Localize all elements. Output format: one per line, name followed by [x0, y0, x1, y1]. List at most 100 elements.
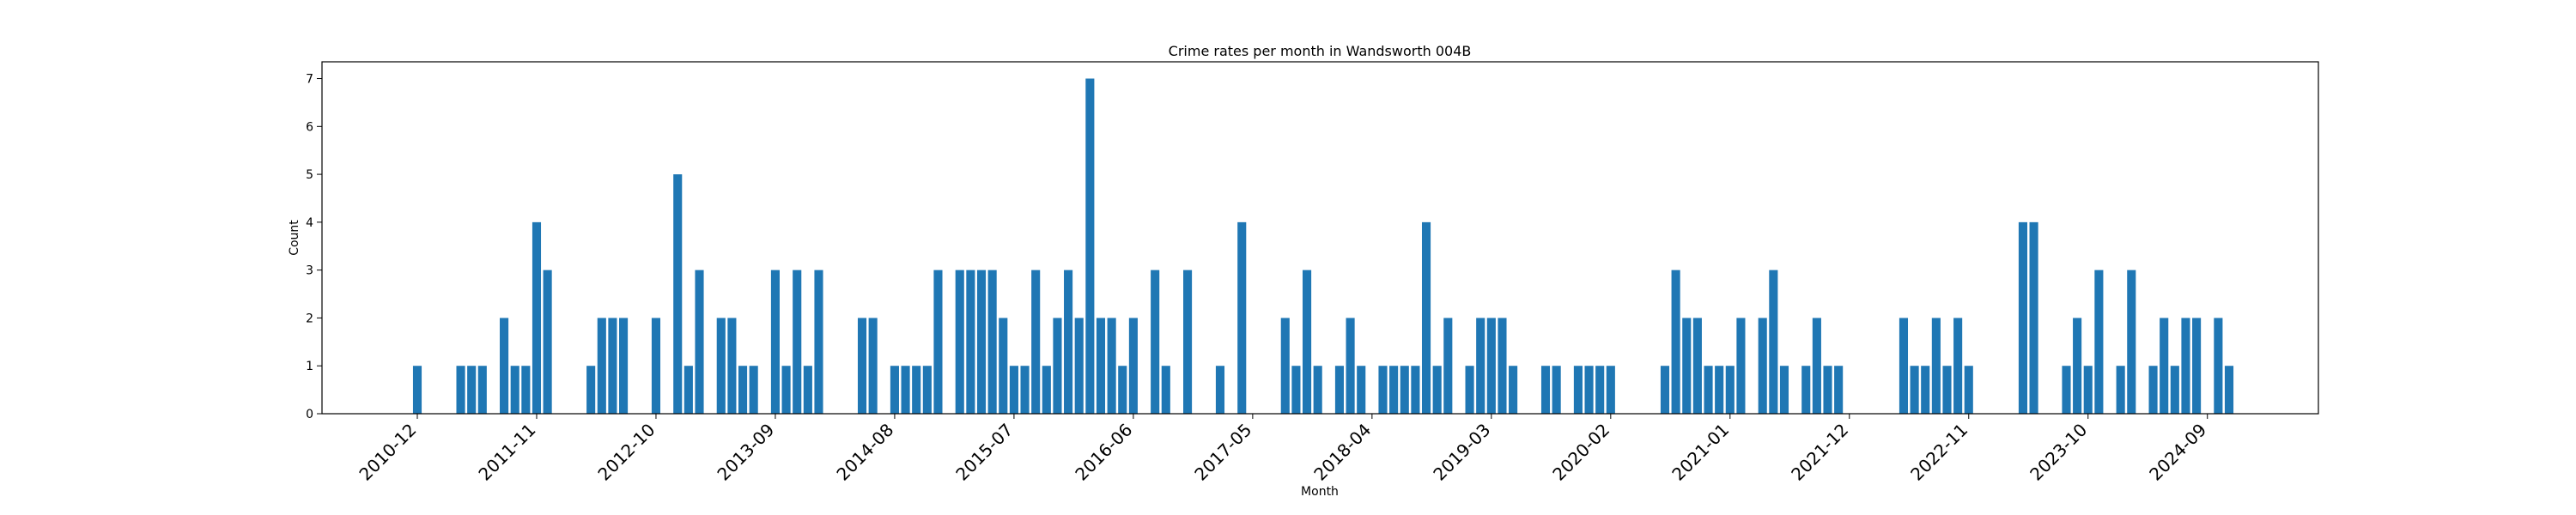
bar	[1540, 366, 1551, 414]
bar	[532, 221, 542, 414]
bar	[933, 270, 943, 414]
bar	[901, 366, 910, 414]
bar	[695, 270, 704, 414]
bar	[1715, 366, 1724, 414]
bar	[1389, 366, 1399, 414]
bar	[1573, 366, 1583, 414]
bar	[1237, 221, 1247, 414]
bar	[1074, 318, 1084, 414]
bar	[2170, 366, 2179, 414]
bar	[2083, 366, 2093, 414]
bar	[1009, 366, 1018, 414]
bar	[1183, 270, 1193, 414]
bar	[1400, 366, 1409, 414]
bar	[890, 366, 899, 414]
y-tick-label: 7	[306, 73, 313, 87]
bar	[456, 366, 465, 414]
bar	[2148, 366, 2158, 414]
bar	[727, 318, 737, 414]
bar	[1357, 366, 1366, 414]
bar	[1584, 366, 1594, 414]
bar	[1899, 318, 1909, 414]
bar	[683, 366, 693, 414]
chart-title: Crime rates per month in Wandsworth 004B	[1169, 43, 1472, 59]
bar	[1682, 318, 1692, 414]
bar	[1064, 270, 1073, 414]
bar	[1692, 318, 1702, 414]
bar	[738, 366, 748, 414]
bar	[1823, 366, 1832, 414]
bar	[1302, 270, 1312, 414]
bar	[999, 318, 1008, 414]
bar	[1769, 270, 1778, 414]
bar	[477, 366, 487, 414]
bar	[2160, 318, 2169, 414]
bar	[1921, 366, 1930, 414]
bar	[1834, 366, 1844, 414]
bar	[521, 366, 531, 414]
axes-frame	[321, 61, 2319, 415]
bar	[1118, 366, 1127, 414]
bar	[608, 318, 617, 414]
bar	[2224, 366, 2234, 414]
bar	[1042, 366, 1051, 414]
bar	[1509, 366, 1518, 414]
bar	[2073, 318, 2082, 414]
bar	[1291, 366, 1301, 414]
bar	[1931, 318, 1941, 414]
bar	[1801, 366, 1811, 414]
bar	[1020, 366, 1030, 414]
bar	[793, 270, 802, 414]
bar	[868, 318, 878, 414]
y-tick-label: 3	[306, 264, 313, 278]
bar	[1910, 366, 1919, 414]
bar	[500, 318, 509, 414]
bar	[467, 366, 477, 414]
bar	[2214, 318, 2223, 414]
y-tick-label: 4	[306, 216, 313, 230]
bar	[1031, 270, 1041, 414]
bar	[955, 270, 964, 414]
bar	[976, 270, 987, 414]
bar	[651, 318, 661, 414]
bar	[1779, 366, 1789, 414]
bar	[1128, 318, 1138, 414]
bar	[966, 270, 975, 414]
bar	[1465, 366, 1474, 414]
y-axis-label: Count	[288, 220, 301, 256]
bar	[1758, 318, 1767, 414]
y-tick-label: 5	[306, 168, 313, 182]
bar	[1151, 270, 1160, 414]
bar	[1476, 318, 1485, 414]
bar	[2116, 366, 2125, 414]
bar	[1486, 318, 1496, 414]
bar	[814, 270, 823, 414]
bar	[1432, 366, 1442, 414]
bar	[2029, 221, 2038, 414]
bar	[1595, 366, 1605, 414]
bar	[1411, 366, 1420, 414]
bars-group	[412, 78, 2234, 415]
bar	[1964, 366, 1973, 414]
bar	[412, 366, 422, 414]
bar	[2018, 221, 2027, 414]
bar	[1498, 318, 1507, 414]
bar	[987, 270, 997, 414]
bar	[1215, 366, 1225, 414]
bar	[1313, 366, 1322, 414]
bar	[2094, 270, 2104, 414]
bar	[2062, 366, 2071, 414]
bar	[1671, 270, 1680, 414]
bar	[1378, 366, 1388, 414]
y-axis: 0 1 2 3 4 5 6 7	[306, 73, 322, 421]
bar	[1085, 78, 1095, 415]
bar	[1421, 221, 1431, 414]
bar	[597, 318, 606, 414]
y-tick-label: 6	[306, 120, 313, 134]
bar	[1953, 318, 1963, 414]
y-tick-label: 2	[306, 312, 313, 325]
bar	[716, 318, 726, 414]
bar	[1053, 318, 1062, 414]
